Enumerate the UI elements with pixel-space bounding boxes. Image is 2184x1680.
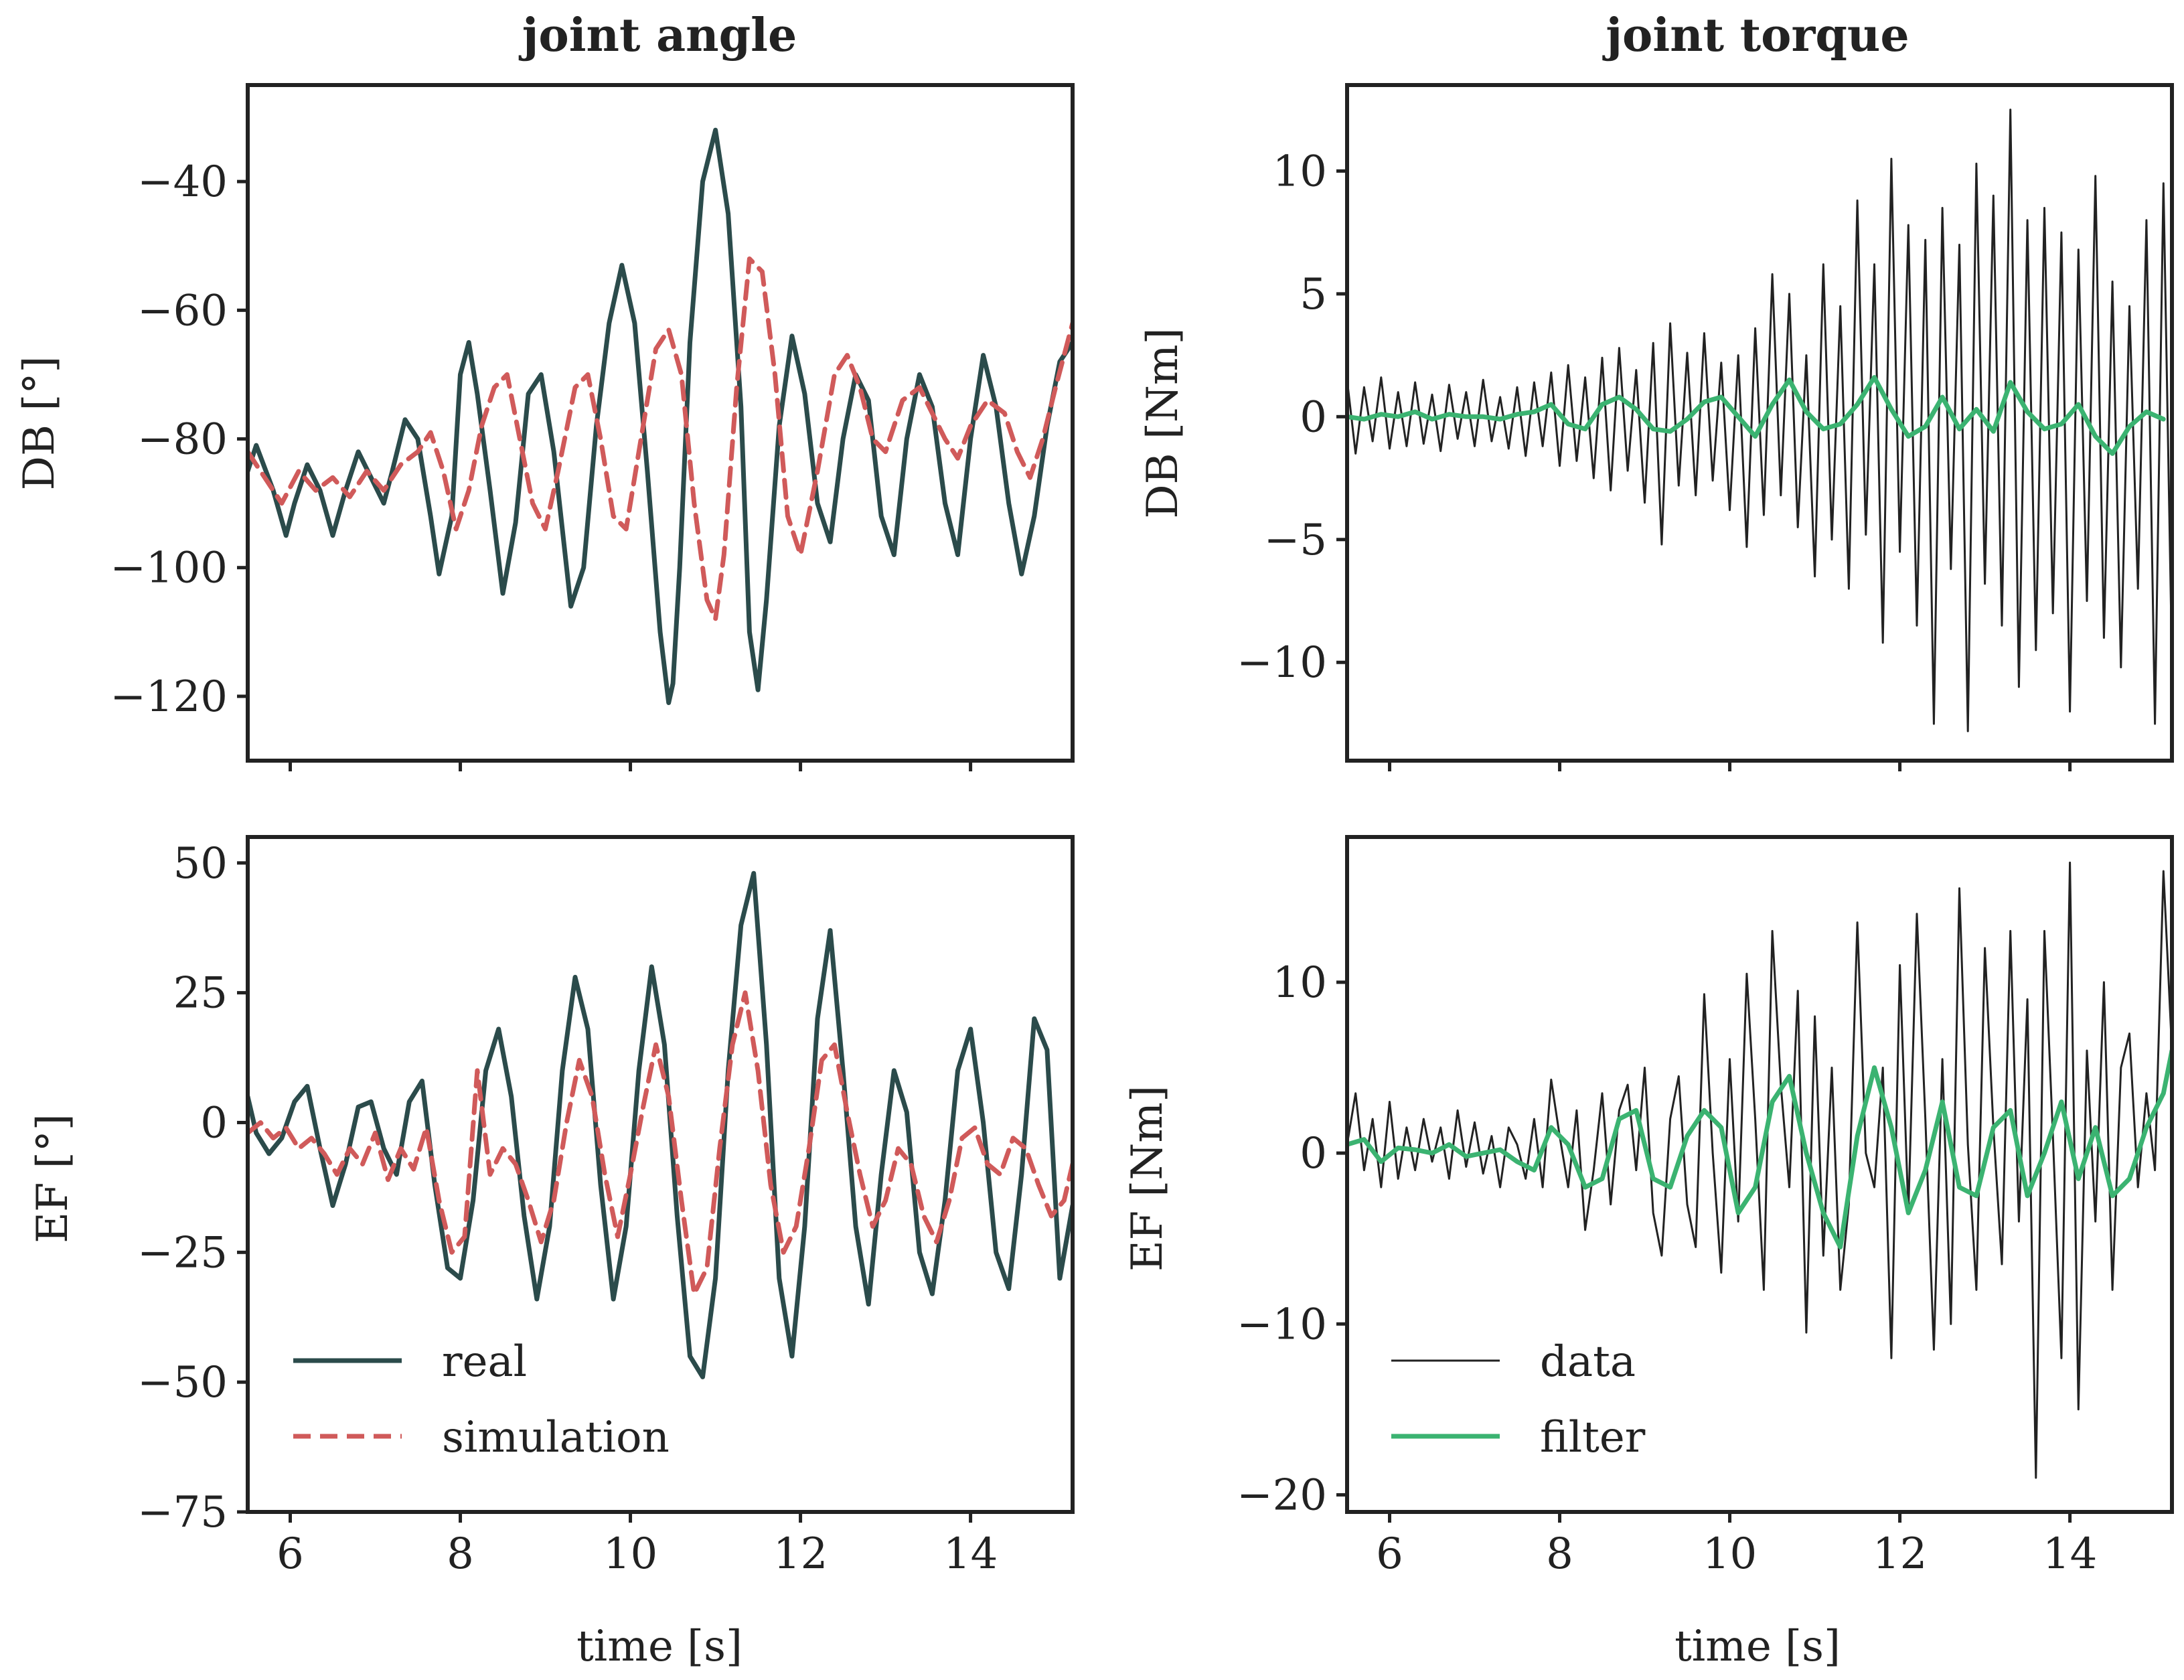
x-tick-label: 6: [277, 1529, 304, 1579]
plot-frame: [1345, 835, 2174, 1514]
y-tick-label: −50: [137, 1358, 228, 1407]
title-joint-angle: joint angle: [518, 9, 797, 62]
y-tick-label: 10: [1273, 958, 1327, 1008]
panel-torque-db: −10 −5 0 5 10: [1237, 83, 2174, 771]
series-line-real: [248, 127, 1073, 705]
plot-frame: [1345, 83, 2174, 763]
ylabel-angle-db: DB [°]: [15, 356, 64, 491]
x-tick-label: 6: [1376, 1529, 1403, 1579]
legend-label-data: data: [1540, 1337, 1636, 1387]
series-line-filter: [1347, 1048, 2172, 1249]
y-tick-label: −80: [137, 415, 228, 465]
series-line-real: [248, 870, 1073, 1379]
xlabel-angle-ef: time [s]: [576, 1622, 743, 1671]
y-tick-label: 0: [1300, 392, 1327, 442]
y-tick-label: 25: [173, 969, 228, 1018]
y-tick-label: 10: [1273, 147, 1327, 196]
series-line-simulation: [248, 256, 1073, 622]
y-tick-label: 0: [1300, 1129, 1327, 1178]
y-tick-label: −120: [110, 672, 228, 722]
title-joint-torque: joint torque: [1602, 9, 1909, 62]
legend-label-real: real: [442, 1337, 527, 1387]
y-tick-label: −40: [137, 157, 228, 207]
series-line-data: [1347, 108, 2172, 733]
y-tick-label: 50: [173, 839, 228, 889]
x-tick-label: 8: [1546, 1529, 1573, 1579]
legend-torque: data filter: [1391, 1337, 1646, 1462]
y-tick-label: −60: [137, 286, 228, 335]
y-tick-label: 0: [200, 1098, 228, 1148]
y-tick-label: −5: [1264, 516, 1327, 565]
y-tick-label: 5: [1300, 270, 1327, 319]
y-tick-label: −10: [1237, 638, 1327, 688]
legend-label-filter: filter: [1540, 1413, 1646, 1462]
ylabel-torque-db: DB [Nm]: [1138, 327, 1188, 518]
series-line-filter: [1347, 375, 2166, 456]
y-tick-label: −75: [137, 1488, 228, 1537]
x-tick-label: 14: [2043, 1529, 2097, 1579]
x-tick-label: 12: [1873, 1529, 1927, 1579]
x-tick-label: 14: [943, 1529, 998, 1579]
panel-angle-db: −120 −100 −80 −60 −40: [110, 83, 1075, 771]
y-tick-label: −100: [110, 544, 228, 593]
ylabel-angle-ef: EF [°]: [28, 1114, 78, 1243]
panel-angle-ef: 6 8 10 12 14 −75 −50 −25 0 25 50: [137, 835, 1075, 1579]
x-tick-label: 8: [447, 1529, 474, 1579]
y-tick-label: −25: [137, 1228, 228, 1278]
x-tick-label: 12: [773, 1529, 828, 1579]
legend-angle: real simulation: [293, 1337, 670, 1462]
x-tick-label: 10: [1703, 1529, 1757, 1579]
plot-frame: [246, 83, 1075, 763]
y-tick-label: −10: [1237, 1300, 1327, 1349]
y-tick-label: −20: [1237, 1470, 1327, 1520]
plot-frame: [246, 835, 1075, 1514]
series-line-simulation: [248, 990, 1073, 1296]
legend-label-simulation: simulation: [442, 1413, 670, 1462]
xlabel-torque-ef: time [s]: [1674, 1622, 1841, 1671]
panel-torque-ef: 6 8 10 12 14 −20 −10 0 10: [1237, 835, 2174, 1579]
x-tick-label: 10: [603, 1529, 657, 1579]
series-line-data: [1347, 861, 2172, 1479]
ylabel-torque-ef: EF [Nm]: [1123, 1085, 1172, 1272]
